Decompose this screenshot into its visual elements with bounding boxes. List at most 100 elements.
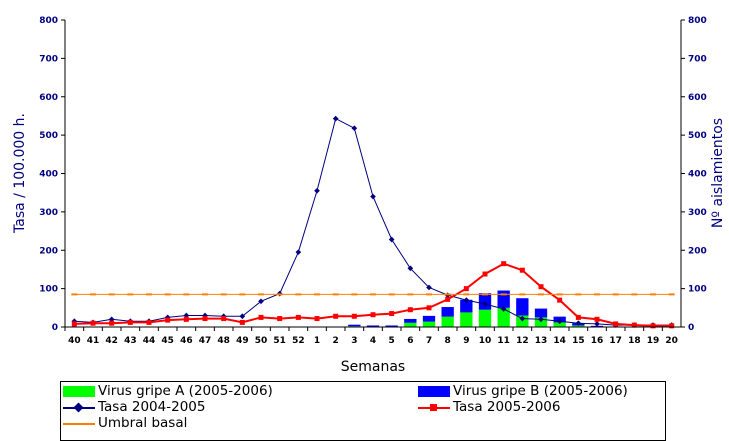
- y-axis-right-label: Nº aislamientos: [710, 118, 726, 228]
- point-tasa-2005-2006-21: [464, 286, 469, 291]
- lines-layer: [71, 116, 674, 329]
- y-right-tick-label-4: 400: [688, 170, 707, 180]
- point-tasa-2004-2005-13: [314, 188, 320, 194]
- x-tick-label-12: 52: [292, 336, 305, 346]
- x-tick-label-21: 9: [463, 336, 469, 346]
- y-right-tick-label-8: 800: [688, 16, 707, 26]
- point-tasa-2005-2006-0: [72, 321, 77, 326]
- axes-layer: [65, 20, 681, 327]
- bars-layer: [348, 291, 622, 327]
- legend: Virus gripe A (2005-2006) Virus gripe B …: [60, 381, 666, 441]
- bar-virus-a-22: [479, 310, 491, 327]
- point-tasa-2005-2006-28: [595, 317, 600, 322]
- point-tasa-2004-2005-15: [352, 125, 358, 131]
- y-right-tick-label-0: 0: [688, 323, 694, 333]
- legend-swatch-blue: [418, 386, 450, 397]
- legend-label-tasa-2004: Tasa 2004-2005: [98, 399, 205, 415]
- x-tick-label-14: 2: [333, 336, 339, 346]
- point-tasa-2005-2006-12: [296, 315, 301, 320]
- bar-virus-b-16: [367, 325, 379, 326]
- bar-virus-b-19: [423, 316, 435, 322]
- point-tasa-2005-2006-20: [445, 297, 450, 302]
- x-tick-label-1: 41: [87, 336, 100, 346]
- y-left-tick-label-3: 300: [39, 208, 58, 218]
- point-tasa-2005-2006-4: [147, 320, 152, 325]
- x-tick-label-28: 16: [591, 336, 604, 346]
- legend-label-tasa-2005: Tasa 2005-2006: [453, 399, 560, 415]
- legend-item-virus-b: Virus gripe B (2005-2006): [418, 384, 628, 398]
- y-right-tick-label-2: 200: [688, 246, 707, 256]
- point-tasa-2005-2006-24: [520, 268, 525, 273]
- x-tick-label-0: 40: [68, 336, 81, 346]
- x-tick-label-11: 51: [273, 336, 286, 346]
- x-tick-label-17: 5: [389, 336, 395, 346]
- x-tick-label-32: 20: [665, 336, 678, 346]
- point-tasa-2005-2006-17: [389, 311, 394, 316]
- legend-swatch-orange-dash: [63, 418, 95, 429]
- y-left-tick-label-5: 500: [39, 131, 58, 141]
- legend-item-umbral: Umbral basal: [63, 416, 187, 430]
- point-tasa-2005-2006-26: [557, 298, 562, 303]
- bar-virus-b-25: [535, 309, 547, 318]
- y-left-tick-label-2: 200: [39, 246, 58, 256]
- legend-swatch-green: [63, 386, 95, 397]
- legend-item-tasa-2004: Tasa 2004-2005: [63, 400, 205, 414]
- point-tasa-2005-2006-3: [128, 320, 133, 325]
- y-right-tick-label-7: 700: [688, 54, 707, 64]
- legend-label-virus-b: Virus gripe B (2005-2006): [453, 383, 628, 399]
- point-tasa-2005-2006-8: [221, 316, 226, 321]
- x-tick-label-31: 19: [647, 336, 660, 346]
- x-tick-label-22: 10: [479, 336, 492, 346]
- point-tasa-2005-2006-13: [315, 316, 320, 321]
- legend-item-tasa-2005: Tasa 2005-2006: [418, 400, 560, 414]
- bar-virus-b-18: [404, 319, 416, 323]
- x-tick-label-2: 42: [105, 336, 118, 346]
- x-tick-label-23: 11: [497, 336, 510, 346]
- bar-virus-b-17: [386, 325, 398, 326]
- y-right-tick-label-1: 100: [688, 285, 707, 295]
- point-tasa-2005-2006-22: [483, 272, 488, 277]
- bar-virus-a-19: [423, 322, 435, 327]
- bar-virus-a-21: [460, 312, 472, 327]
- y-right-tick-label-3: 300: [688, 208, 707, 218]
- point-tasa-2005-2006-10: [259, 315, 264, 320]
- x-tick-label-18: 6: [407, 336, 413, 346]
- point-tasa-2005-2006-14: [333, 314, 338, 319]
- point-tasa-2005-2006-1: [91, 321, 96, 326]
- bar-virus-b-20: [442, 307, 454, 317]
- legend-swatch-navy-diamond: [63, 402, 95, 413]
- x-tick-label-8: 48: [217, 336, 230, 346]
- y-right-tick-label-6: 600: [688, 93, 707, 103]
- point-tasa-2004-2005-14: [333, 116, 339, 122]
- y-axis-left-label: Tasa / 100.000 h.: [12, 113, 28, 234]
- point-tasa-2005-2006-32: [669, 323, 674, 328]
- point-tasa-2004-2005-17: [389, 237, 395, 243]
- point-tasa-2005-2006-11: [277, 316, 282, 321]
- point-tasa-2005-2006-19: [427, 305, 432, 310]
- x-tick-label-26: 14: [553, 336, 566, 346]
- point-tasa-2005-2006-9: [240, 320, 245, 325]
- bar-virus-a-20: [442, 317, 454, 327]
- x-tick-label-16: 4: [370, 336, 376, 346]
- x-tick-label-25: 13: [535, 336, 548, 346]
- x-tick-label-20: 8: [445, 336, 451, 346]
- point-tasa-2005-2006-25: [539, 284, 544, 289]
- point-tasa-2004-2005-12: [296, 249, 302, 255]
- point-tasa-2005-2006-6: [184, 317, 189, 322]
- point-tasa-2005-2006-5: [165, 318, 170, 323]
- y-left-tick-label-7: 700: [39, 54, 58, 64]
- legend-item-virus-a: Virus gripe A (2005-2006): [63, 384, 273, 398]
- point-tasa-2005-2006-7: [203, 316, 208, 321]
- y-left-tick-label-1: 100: [39, 285, 58, 295]
- point-tasa-2004-2005-16: [370, 194, 376, 200]
- point-tasa-2005-2006-29: [613, 321, 618, 326]
- x-tick-label-7: 47: [199, 336, 212, 346]
- x-tick-label-19: 7: [426, 336, 432, 346]
- y-left-tick-label-8: 800: [39, 16, 58, 26]
- point-tasa-2005-2006-15: [352, 314, 357, 319]
- point-tasa-2005-2006-31: [651, 323, 656, 328]
- point-tasa-2005-2006-2: [109, 321, 114, 326]
- x-tick-label-13: 1: [314, 336, 320, 346]
- x-tick-label-6: 46: [180, 336, 193, 346]
